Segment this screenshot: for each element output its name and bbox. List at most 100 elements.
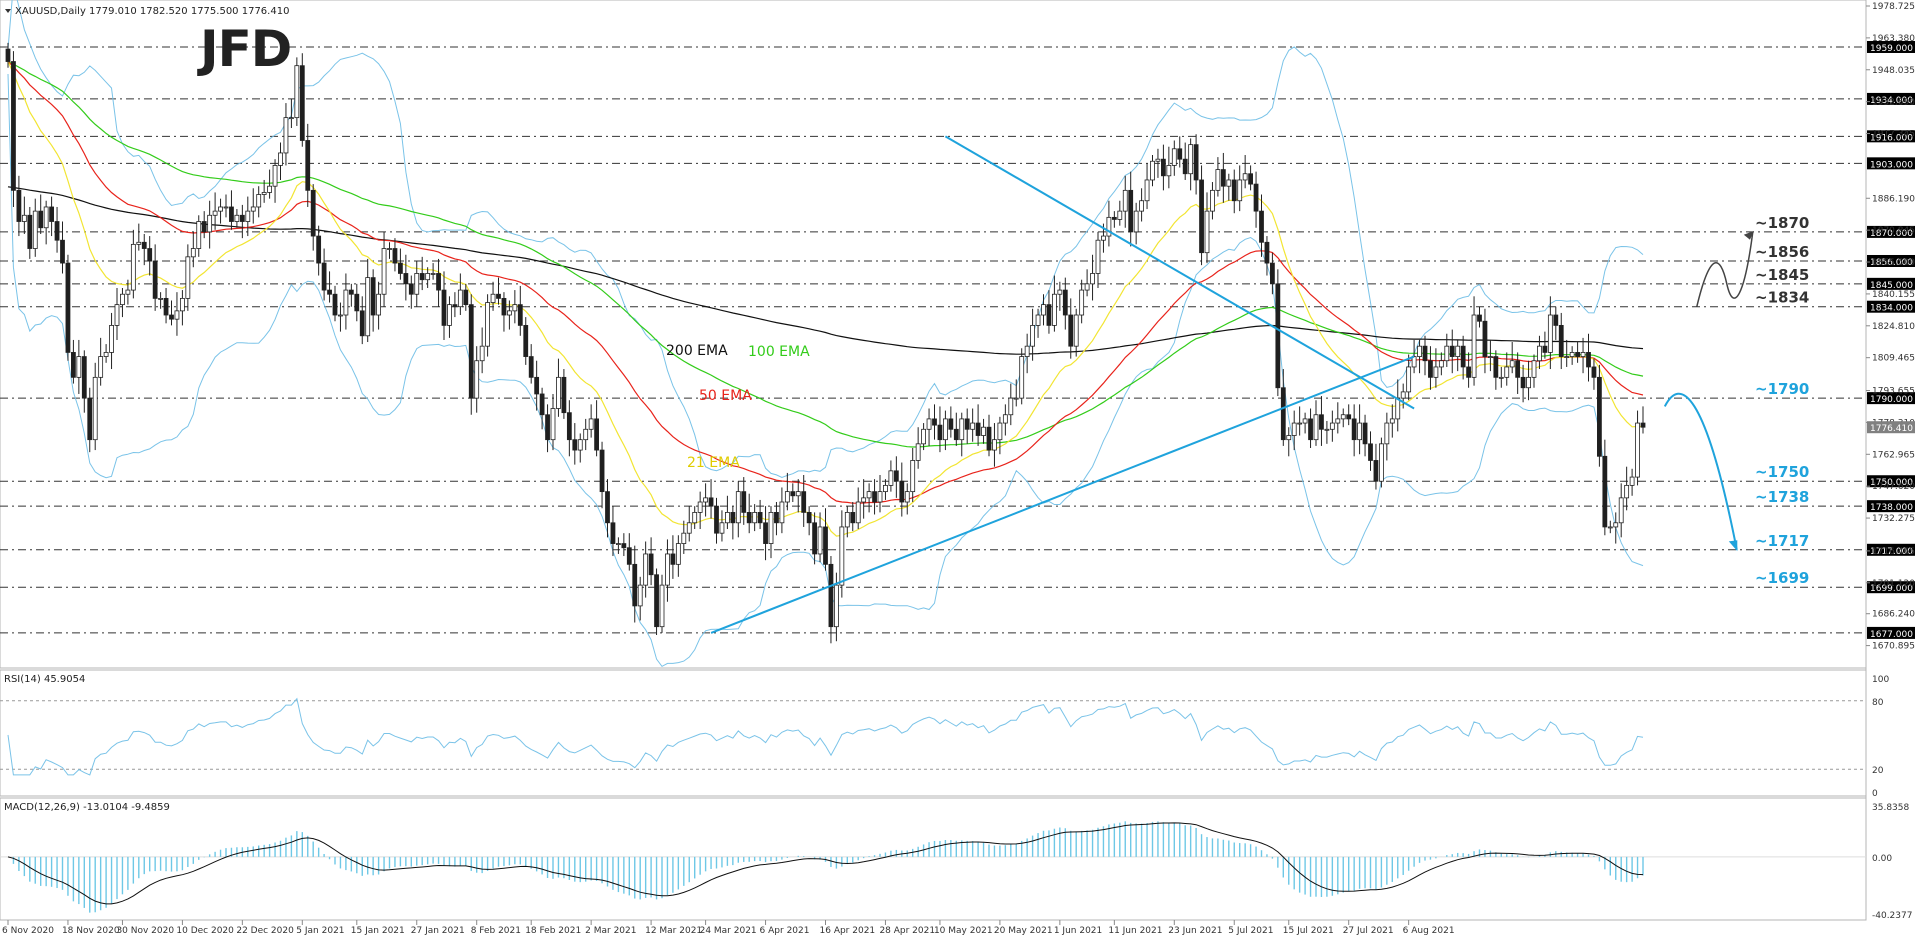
level-label: ~1870 [1755,214,1809,232]
level-price-tag [1867,92,1915,105]
price-axis-layer: 1978.725 1963.380 1948.035 1932.690 1917.345… [1865,0,1915,920]
candle-body [1111,216,1117,220]
candle-body [212,210,218,216]
candle-body [899,480,905,503]
candle-body [136,241,142,245]
candle-body [261,192,267,195]
candle-body [419,273,425,281]
candle-body [81,356,87,399]
level-label: ~1750 [1755,463,1809,481]
candle-body [185,256,191,299]
candle-body [1406,366,1412,393]
candle-body [1215,169,1221,191]
candle-body [599,449,605,493]
candle-body [997,422,1003,441]
candle-body [98,356,104,378]
chart-header: XAUUSD,Daily 1779.010 1782.520 1775.500 … [15,6,289,17]
rsi-tick-label: 20 [1872,766,1884,776]
candle-body [1482,320,1488,357]
candle-body [703,497,708,503]
date-tick-label: 15 Jul 2021 [1283,926,1334,936]
level-price-tag-text: 1790.000 [1870,395,1913,405]
candle-body [1166,165,1172,177]
candle-body [1395,397,1401,420]
candle-body [1597,376,1602,457]
candle-body [1335,418,1341,424]
candle-body [1618,497,1624,524]
candle-body [828,563,834,628]
rsi-tick-label: 80 [1872,698,1884,708]
candle-body [1564,356,1570,358]
level-price-tag [1867,157,1915,170]
level-label: ~1845 [1755,266,1809,284]
candle-body [1640,422,1646,428]
symbol-dropdown-icon[interactable] [5,9,11,13]
candle-body [288,117,294,120]
candle-body [953,428,959,441]
price-tick-label: 1793.655 [1872,387,1915,397]
candle-body [1504,366,1510,378]
candle-body [1204,210,1210,254]
candle-body [1117,210,1123,220]
level-price-tag [1867,392,1915,405]
candle-body [1133,210,1139,233]
candle-body [5,48,11,62]
date-tick-label: 24 Mar 2021 [700,926,757,936]
price-tick-label: 1747.620 [1872,482,1915,492]
candle-body [1199,179,1204,254]
date-tick-label: 6 Aug 2021 [1403,926,1455,936]
candle-body [1052,293,1057,326]
candle-body [763,522,768,544]
candle-body [130,243,136,291]
candle-body [1531,360,1537,378]
candle-body [970,422,976,430]
candle-body [1515,360,1521,378]
candle-body [566,412,572,441]
candle-body [670,553,676,565]
candle-body [278,152,283,166]
candle-body [1629,476,1635,486]
level-price-tag-text: 1738.000 [1870,503,1913,513]
candle-body [904,491,910,503]
candle-body [1384,422,1390,445]
rsi-tick-label: 0 [1872,789,1878,799]
candle-body [147,248,153,262]
level-price-tag-text: 1856.000 [1870,258,1913,268]
candle-body [21,214,27,222]
trendlines-layer[interactable] [710,135,1415,634]
candle-body [839,526,845,586]
candle-body [54,221,60,241]
current-price-tag [1867,421,1915,434]
candle-body [893,470,899,482]
candles-layer[interactable] [5,42,1646,644]
price-tick-label: 1948.035 [1872,66,1915,76]
candle-body [757,512,763,524]
level-price-tag-text: 1677.000 [1870,630,1913,640]
candle-body [163,297,169,316]
candle-body [1319,414,1324,430]
rising-trendline [710,355,1415,634]
candle-body [861,497,867,503]
level-label: ~1717 [1755,532,1809,550]
candle-body [403,273,409,285]
macd-tick-label: 35.8358 [1872,803,1909,813]
candle-body [207,214,213,233]
price-tick-label: 1963.380 [1872,34,1915,44]
candle-body [321,262,327,291]
candle-body [774,512,779,524]
level-price-tag [1867,500,1915,513]
candle-body [32,210,38,249]
candle-body [1259,210,1264,243]
candle-body [1526,376,1531,389]
candle-body [310,189,316,237]
candle-body [1013,397,1019,400]
macd-layer: 35.8358 0.00 -40.2377 [0,803,1912,921]
level-price-tag [1867,40,1915,53]
candle-body [239,214,245,222]
candle-body [850,512,856,524]
candle-body [1193,144,1199,181]
candle-body [583,428,589,441]
candle-body [441,289,447,326]
